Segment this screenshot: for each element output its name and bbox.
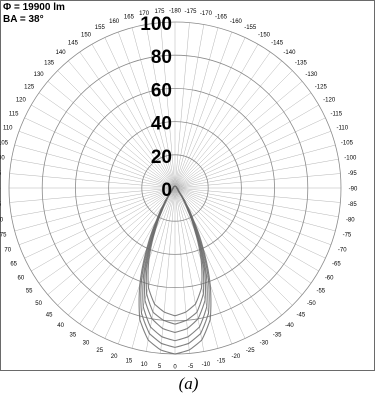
angle-label: 135 (44, 61, 55, 67)
angle-label: 25 (96, 348, 103, 354)
polar-intensity-chart: 0 5 10 15 20 25 30 35 40 45 5055 60 65 70 75 80 85 90 95 10… (0, 0, 377, 372)
angle-label: 65 (10, 262, 17, 268)
angle-label: 160 (109, 19, 120, 25)
angle-label: 35 (70, 332, 77, 338)
angle-label: -40 (285, 323, 294, 329)
angle-label: 15 (126, 358, 133, 364)
angle-label: 110 (3, 126, 13, 132)
radial-label-40: 40 (151, 114, 172, 135)
angle-label: -155 (244, 25, 257, 31)
angle-label: 75 (0, 233, 7, 239)
angle-label: 5 (158, 364, 162, 370)
spoke-line (175, 188, 335, 231)
angle-label: -95 (348, 171, 357, 177)
angle-label: -20 (232, 354, 241, 360)
angle-label: -125 (315, 84, 328, 90)
angle-label: 55 (26, 289, 33, 295)
angle-label: -55 (316, 289, 325, 295)
angle-label: -170 (200, 11, 213, 17)
angle-label: -80 (346, 217, 355, 223)
angle-label: 40 (57, 323, 64, 329)
angle-label: -150 (258, 32, 271, 38)
angle-label: -10 (202, 362, 211, 368)
angle-label: -130 (305, 72, 318, 78)
radial-label-80: 80 (151, 47, 172, 68)
angle-label: -5 (188, 364, 194, 370)
angle-label: -115 (331, 111, 343, 117)
angle-label: -135 (295, 61, 308, 67)
angle-label: -100 (344, 156, 357, 162)
angle-label: -50 (307, 301, 316, 307)
angle-label: -145 (271, 41, 284, 47)
angle-label: -105 (341, 140, 354, 146)
angle-label: -30 (260, 341, 269, 347)
angle-label: -120 (323, 98, 336, 104)
angle-label: 50 (35, 301, 42, 307)
angle-label: -65 (332, 262, 341, 268)
angle-label: -85 (348, 202, 357, 208)
angle-label: -165 (215, 15, 228, 21)
angle-label: 100 (0, 156, 5, 162)
angle-label: 130 (34, 72, 45, 78)
radial-label-20: 20 (151, 147, 172, 168)
angle-label: 150 (81, 32, 92, 38)
figure-caption: (a) (0, 374, 377, 394)
spoke-line (10, 174, 175, 188)
angle-label: 120 (16, 98, 27, 104)
angle-label: 105 (0, 140, 9, 146)
angle-label: -45 (297, 312, 306, 318)
spoke-line (10, 188, 175, 202)
spoke-line (15, 188, 175, 231)
angle-label: 145 (68, 41, 79, 47)
spoke-line (175, 174, 340, 188)
angle-label: -160 (230, 19, 243, 25)
angle-label: 10 (141, 362, 148, 368)
angle-label: 165 (124, 15, 135, 21)
angle-label: -110 (336, 126, 348, 132)
spoke-line (175, 28, 218, 188)
spoke-line (175, 188, 218, 348)
spoke-line (175, 188, 340, 202)
angle-label: -70 (338, 247, 347, 253)
angle-label: 80 (0, 217, 4, 223)
angle-label: -175 (185, 9, 198, 15)
angle-label: -90 (349, 187, 358, 193)
angle-label: -25 (246, 348, 255, 354)
angle-label: 85 (0, 202, 2, 208)
angle-label: -35 (273, 332, 282, 338)
angle-label: 155 (95, 25, 106, 31)
angle-label: 30 (83, 341, 90, 347)
angle-label: -60 (325, 276, 334, 282)
angle-label: 115 (9, 111, 19, 117)
angle-label: 0 (173, 365, 177, 371)
angle-label: 60 (18, 276, 25, 282)
angular-gridlines (9, 22, 341, 354)
radial-label-60: 60 (151, 80, 172, 101)
angle-label: 45 (46, 312, 53, 318)
spoke-line (132, 188, 175, 348)
spoke-line (175, 145, 335, 188)
angle-label: 125 (24, 84, 35, 90)
angle-label: 95 (0, 171, 2, 177)
angle-label: -75 (343, 233, 352, 239)
radial-label-0: 0 (161, 180, 172, 201)
angle-label: 90 (0, 187, 1, 193)
angle-label: 140 (56, 50, 67, 56)
radial-label-100: 100 (140, 14, 172, 35)
angle-label: 70 (4, 247, 11, 253)
spoke-line (175, 23, 189, 188)
angle-label: -140 (283, 50, 296, 56)
angle-label: -15 (217, 358, 226, 364)
angle-label: 20 (111, 354, 118, 360)
